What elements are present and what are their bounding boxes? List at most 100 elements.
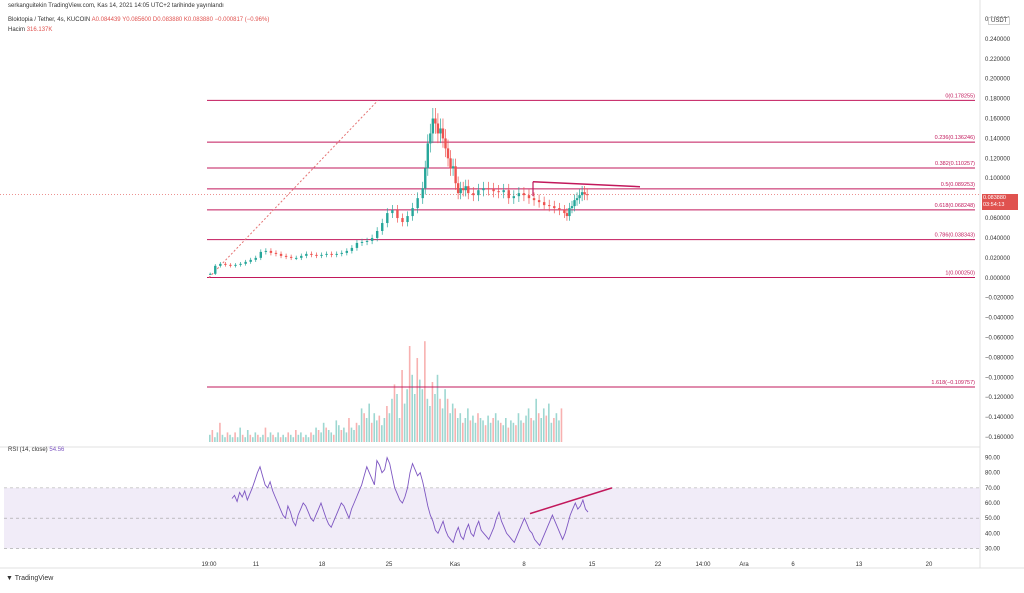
price-candle bbox=[502, 190, 505, 193]
volume-bar bbox=[535, 398, 537, 442]
price-candle bbox=[381, 223, 384, 231]
price-candle bbox=[573, 200, 576, 207]
volume-bar bbox=[429, 406, 431, 442]
time-axis-tick: 19:00 bbox=[201, 562, 217, 568]
ohlc-values: A0.084439 Y0.085600 D0.083880 K0.083880 … bbox=[91, 17, 270, 23]
price-axis-tick: 0.040000 bbox=[985, 236, 1011, 242]
rsi-trendline bbox=[529, 487, 613, 515]
volume-bar bbox=[307, 437, 310, 442]
volume-bar bbox=[416, 358, 419, 442]
volume-bar bbox=[252, 437, 254, 442]
price-trendline bbox=[532, 180, 641, 188]
volume-bar bbox=[540, 418, 543, 442]
volume-bar bbox=[209, 434, 211, 442]
price-candle bbox=[444, 138, 447, 149]
volume-bar bbox=[287, 432, 290, 442]
time-axis-tick: 14:00 bbox=[695, 562, 711, 568]
volume-bar bbox=[348, 418, 350, 442]
price-candle bbox=[345, 250, 349, 253]
volume-bar bbox=[340, 430, 343, 442]
volume-bar bbox=[378, 415, 381, 442]
rsi-axis-tick: 50.00 bbox=[985, 516, 1001, 522]
volume-bar bbox=[264, 427, 267, 442]
volume-bar bbox=[462, 422, 464, 442]
volume-bar bbox=[499, 422, 502, 442]
volume-bar bbox=[330, 432, 333, 442]
volume-bar bbox=[439, 398, 441, 442]
volume-bar bbox=[497, 420, 500, 442]
price-candle bbox=[497, 191, 500, 193]
volume-bar bbox=[229, 434, 231, 442]
price-axis-tick: −0.100000 bbox=[985, 375, 1014, 381]
price-candle bbox=[482, 188, 485, 191]
volume-label: Hacim bbox=[8, 27, 26, 33]
volume-bar bbox=[393, 384, 396, 442]
volume-bar bbox=[459, 413, 462, 442]
price-candle bbox=[370, 237, 374, 241]
price-axis-tick: −0.060000 bbox=[985, 335, 1014, 341]
rsi-axis-tick: 70.00 bbox=[985, 486, 1001, 492]
volume-bar bbox=[502, 425, 505, 442]
price-candle bbox=[254, 257, 257, 260]
rsi-axis-tick: 30.00 bbox=[985, 546, 1001, 552]
price-axis-tick: 0.100000 bbox=[985, 176, 1011, 182]
price-candle bbox=[310, 253, 313, 255]
volume-bar bbox=[282, 434, 284, 442]
fib-level-label: 0.5(0.089253) bbox=[941, 182, 975, 188]
volume-bar bbox=[211, 430, 214, 442]
price-candle bbox=[492, 189, 495, 192]
price-candle bbox=[375, 230, 379, 238]
price-axis-tick: 0.160000 bbox=[985, 117, 1011, 123]
rsi-axis-tick: 90.00 bbox=[985, 456, 1001, 462]
currency-badge[interactable]: USDT bbox=[988, 17, 1011, 25]
time-axis-tick: 25 bbox=[386, 562, 393, 568]
rsi-line bbox=[231, 456, 589, 547]
volume-bar bbox=[444, 389, 446, 442]
volume-bar bbox=[368, 403, 370, 442]
price-candle bbox=[477, 190, 480, 196]
price-candle bbox=[434, 118, 437, 124]
time-axis-tick: 15 bbox=[589, 562, 596, 568]
price-candle bbox=[568, 208, 571, 217]
time-axis-tick: Kas bbox=[450, 562, 460, 568]
tradingview-logo[interactable]: ▼ TradingView bbox=[6, 575, 53, 582]
price-candle bbox=[580, 192, 584, 196]
price-candle bbox=[451, 166, 455, 169]
volume-bar bbox=[259, 437, 262, 442]
price-candle bbox=[315, 254, 318, 256]
volume-bar bbox=[360, 408, 363, 442]
last-price-badge: 0.083880 03:54:13 bbox=[982, 194, 1018, 210]
volume-bar bbox=[517, 413, 520, 442]
price-axis-tick: −0.080000 bbox=[985, 355, 1014, 361]
time-axis-tick: 18 bbox=[319, 562, 326, 568]
price-candle bbox=[441, 128, 445, 139]
price-candle bbox=[487, 188, 490, 190]
volume-bar bbox=[510, 420, 512, 442]
fib-level-label: 0(0.178255) bbox=[945, 93, 975, 99]
price-candle bbox=[244, 261, 247, 264]
price-candle bbox=[229, 264, 232, 266]
tv-brand-text: TradingView bbox=[14, 575, 54, 582]
volume-bar bbox=[370, 422, 373, 442]
volume-bar bbox=[487, 415, 489, 442]
price-axis-tick: 0.240000 bbox=[985, 37, 1011, 43]
volume-bar bbox=[408, 346, 411, 442]
volume-bar bbox=[467, 408, 469, 442]
price-candle bbox=[350, 247, 354, 251]
volume-bar bbox=[219, 422, 221, 442]
volume-bar bbox=[431, 382, 434, 442]
price-candle bbox=[464, 186, 467, 191]
price-candle bbox=[431, 118, 435, 134]
price-candle bbox=[436, 123, 440, 134]
volume-bar bbox=[441, 408, 444, 442]
time-axis-tick: 20 bbox=[926, 562, 933, 568]
volume-bar bbox=[375, 420, 378, 442]
price-axis-tick: 0.120000 bbox=[985, 156, 1011, 162]
volume-bar bbox=[302, 437, 305, 442]
price-candle bbox=[416, 198, 419, 209]
volume-bar bbox=[345, 432, 348, 442]
time-axis-tick: 8 bbox=[522, 562, 526, 568]
volume-bar bbox=[396, 394, 398, 442]
